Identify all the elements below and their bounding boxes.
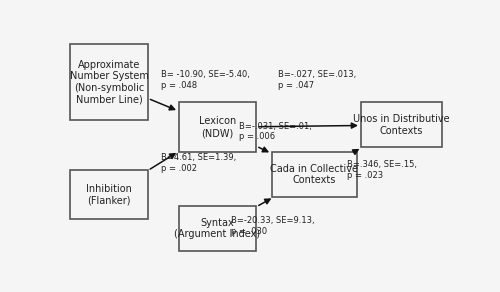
Text: Inhibition
(Flanker): Inhibition (Flanker) bbox=[86, 184, 132, 206]
Bar bbox=[70, 44, 148, 121]
Text: B=-.027, SE=.013,
p = .047: B=-.027, SE=.013, p = .047 bbox=[278, 70, 356, 90]
Bar bbox=[361, 102, 442, 147]
Bar bbox=[179, 206, 256, 251]
Text: Lexicon
(NDW): Lexicon (NDW) bbox=[199, 117, 236, 138]
Text: Cada in Collective
Contexts: Cada in Collective Contexts bbox=[270, 164, 358, 185]
Text: B=-20.33, SE=9.13,
p = .030: B=-20.33, SE=9.13, p = .030 bbox=[231, 216, 314, 236]
Bar bbox=[70, 170, 148, 219]
Text: Unos in Distributive
Contexts: Unos in Distributive Contexts bbox=[353, 114, 450, 136]
Text: B= -10.90, SE=-5.40,
p = .048: B= -10.90, SE=-5.40, p = .048 bbox=[162, 70, 250, 90]
Text: B=4.61, SE=1.39,
p = .002: B=4.61, SE=1.39, p = .002 bbox=[162, 154, 236, 173]
Bar bbox=[272, 152, 357, 197]
Text: Approximate
Number System
(Non-symbolic
Number Line): Approximate Number System (Non-symbolic … bbox=[70, 60, 148, 105]
Text: B=-.031, SE=.01,
p = .006: B=-.031, SE=.01, p = .006 bbox=[239, 122, 312, 141]
Bar bbox=[179, 102, 256, 152]
Text: B=.346, SE=.15,
p = .023: B=.346, SE=.15, p = .023 bbox=[348, 160, 418, 180]
Text: Syntax
(Argument Index): Syntax (Argument Index) bbox=[174, 218, 260, 239]
